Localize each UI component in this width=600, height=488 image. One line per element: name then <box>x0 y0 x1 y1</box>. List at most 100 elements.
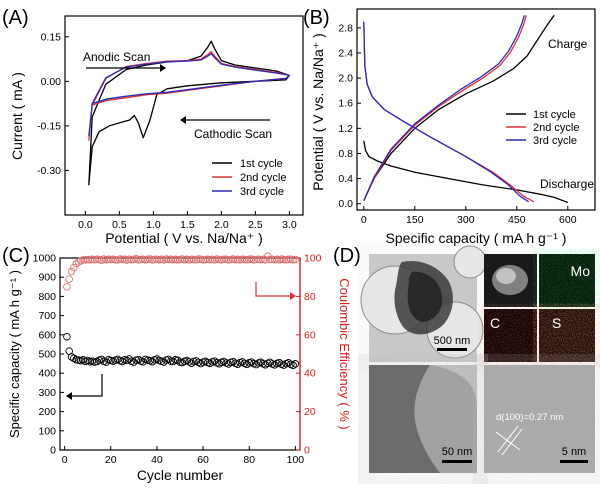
scale-bar-50nm <box>442 460 472 463</box>
y-tick-label: 800 <box>38 291 56 303</box>
plot-frame-c <box>59 257 301 451</box>
series-c <box>63 252 300 370</box>
capacity-point <box>118 357 127 366</box>
capacity-point <box>275 358 283 367</box>
capacity-point <box>123 356 131 365</box>
axes-a: 0.0 0.5 1.0 1.5 2.0 2.5 3.0 -0.30 -0.15 0.00 0.15 <box>37 31 297 231</box>
eds-label-mo: Mo <box>571 263 591 279</box>
y2-tick-label: 0 <box>304 445 310 457</box>
y-tick-label: 0.4 <box>338 173 353 185</box>
ce-point <box>291 255 300 264</box>
y2-tick-label: 20 <box>304 406 316 418</box>
scale-label-5nm: 5 nm <box>562 446 586 458</box>
y-tick-label: -0.15 <box>37 120 61 132</box>
anodic-scan-label: Anodic Scan <box>83 50 150 64</box>
eds-label-s: S <box>552 315 561 331</box>
ce-arrowhead <box>290 292 296 300</box>
panel-b: (B) 0 150 300 450 600 0.0 0.4 0.8 1.2 1.6 2.0 2.4 2.… <box>303 7 596 246</box>
x-tick-label: 300 <box>457 214 475 226</box>
ce-point <box>70 263 78 272</box>
x-tick-label: 600 <box>559 214 577 226</box>
x-tick-label: 450 <box>508 214 526 226</box>
lattice-normal <box>495 431 521 451</box>
x-tick-label: 80 <box>243 454 255 466</box>
y-tick-label: 500 <box>38 349 56 361</box>
axes-b: 0 150 300 450 600 0.0 0.4 0.8 1.2 1.6 2.0 2.4 2.8 <box>338 22 576 226</box>
y-axis-label-c: Specific capacity ( mA h g⁻¹ ) <box>7 270 22 438</box>
lattice-line-2 <box>501 428 523 456</box>
y-tick-label: 2.0 <box>338 73 353 85</box>
y-tick-label: 0.0 <box>338 198 353 210</box>
capacity-arrowhead <box>66 392 72 400</box>
eds-label-c: C <box>490 315 500 331</box>
y-tick-label: 2.8 <box>338 22 353 34</box>
x-tick-label: 1.5 <box>180 219 195 231</box>
charge-curve-1 <box>363 14 555 201</box>
tem-image-low-mag: 500 nm <box>360 245 487 362</box>
x-tick-label: 2.0 <box>214 219 229 231</box>
y2-axis-label-c: Coulombic Efficiency ( % ) <box>337 278 352 429</box>
capacity-arrow <box>72 374 103 397</box>
capacity-point <box>70 354 78 362</box>
plot-frame-b <box>356 8 596 211</box>
y-tick-label: 1000 <box>33 253 57 265</box>
series-a <box>88 40 291 186</box>
cv-curve-3 <box>88 53 291 137</box>
x-tick-label: 3.0 <box>282 219 297 231</box>
charge-curve-2 <box>363 15 527 201</box>
y2-tick-label: 100 <box>304 253 322 265</box>
panel-c: (C) 0 20 40 60 80 100010020030040050060070080… <box>2 245 352 483</box>
capacity-point <box>130 358 138 366</box>
capacity-point <box>280 361 288 369</box>
y-tick-label: 700 <box>38 310 56 322</box>
discharge-label: Discharge <box>540 177 594 191</box>
legend-label-a-3: 3rd cycle <box>240 186 284 198</box>
y2-tick-label: 80 <box>304 291 316 303</box>
x-tick-label: 0.0 <box>78 219 93 231</box>
scale-label-50nm: 50 nm <box>442 446 473 458</box>
y2-tick-label: 40 <box>304 368 316 380</box>
ce-point <box>65 275 73 283</box>
scale-label-500nm: 500 nm <box>434 335 471 347</box>
eds-mapping: Mo C S <box>484 254 595 362</box>
charge-label: Charge <box>548 37 588 51</box>
x-tick-label: 0 <box>361 214 367 226</box>
legend-a: 1st cycle 2nd cycle 3rd cycle <box>212 158 286 198</box>
anodic-arrowhead <box>160 64 166 72</box>
discharge-curve-3 <box>363 21 530 203</box>
x-tick-label: 2.5 <box>248 219 263 231</box>
panel-d: (D) 500 nm Mo C S <box>333 245 595 473</box>
cathodic-arrowhead <box>180 116 186 124</box>
discharge-curve-1 <box>363 140 569 204</box>
legend-label-b-1: 1st cycle <box>533 109 576 121</box>
panel-a-letter: (A) <box>2 7 29 29</box>
y-tick-label: 0.00 <box>41 76 62 88</box>
ce-point <box>63 283 71 291</box>
y-tick-label: 900 <box>38 272 56 284</box>
y-tick-label: 0 <box>50 445 56 457</box>
x-tick-label: 60 <box>197 454 209 466</box>
capacity-point <box>139 358 147 366</box>
plot-frame-a <box>64 15 304 216</box>
hrtem-image: d(100)=0.27 nm 5 nm <box>484 365 595 473</box>
ce-arrow <box>255 282 290 297</box>
y-tick-label: 0.15 <box>41 31 62 43</box>
panel-c-letter: (C) <box>2 245 30 267</box>
lattice-line-1 <box>497 425 519 453</box>
capacity-point <box>247 358 256 366</box>
legend-label-a-1: 1st cycle <box>240 158 283 170</box>
capacity-point <box>291 360 300 368</box>
x-tick-label: 150 <box>406 214 424 226</box>
x-axis-label-a: Potential ( V vs. Na/Na⁺ ) <box>105 230 263 246</box>
x-tick-label: 0 <box>62 454 68 466</box>
y-tick-label: 1.6 <box>338 98 353 110</box>
y-axis-label-a: Current ( mA ) <box>9 72 25 160</box>
scale-bar-500nm <box>437 348 467 351</box>
y-tick-label: 1.2 <box>338 123 353 135</box>
y-tick-label: 200 <box>38 406 56 418</box>
legend-label-a-2: 2nd cycle <box>240 172 286 184</box>
series-b <box>363 14 569 204</box>
capacity-point <box>220 357 228 366</box>
